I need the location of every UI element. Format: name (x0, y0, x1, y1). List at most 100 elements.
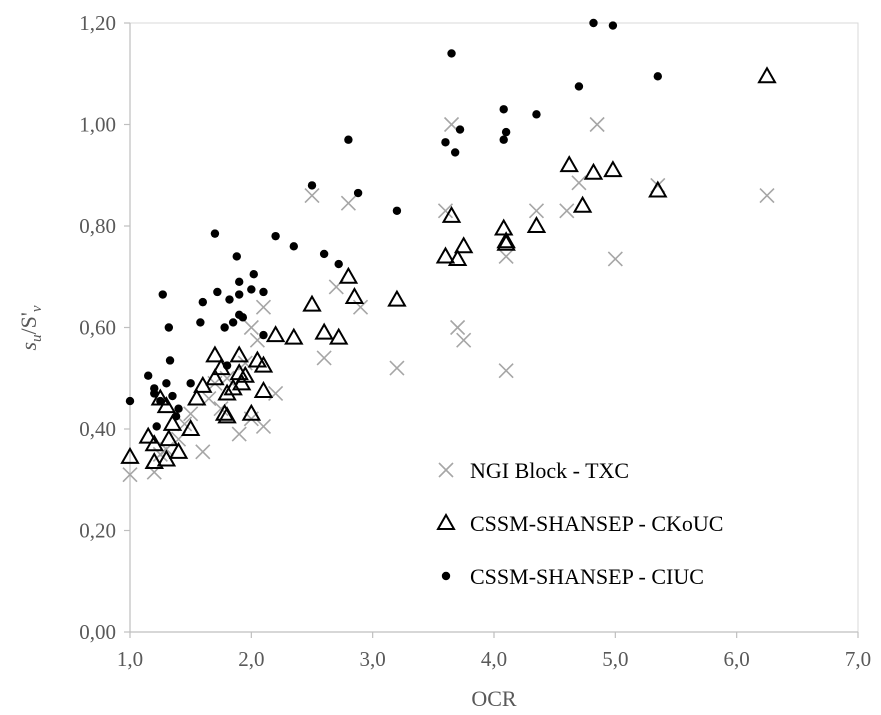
ckouc-point (572, 195, 593, 213)
ckouc-point (496, 233, 516, 251)
ngi-txc-point-stroke (183, 406, 199, 422)
ngi-txc-point (213, 401, 229, 417)
ngi-txc-point (759, 187, 775, 204)
ciuc-point (249, 270, 258, 279)
ckouc-point (559, 155, 579, 173)
ciuc-point (196, 318, 205, 327)
ngi-txc-point (231, 426, 247, 442)
data-points (120, 18, 777, 483)
ngi-txc-point-stroke (389, 360, 405, 376)
ngi-txc-point (243, 319, 259, 336)
ciuc-point (162, 379, 171, 388)
ckouc-point (144, 434, 164, 452)
ckouc-point (447, 248, 468, 266)
ngi-txc-point-stroke (352, 299, 369, 315)
ngi-txc-point (559, 203, 575, 219)
ckouc-point (493, 218, 514, 236)
ngi-txc-point (183, 406, 199, 422)
ngi-txc-point-stroke (255, 418, 272, 435)
y-axis-title-main: s (16, 342, 41, 351)
legend-marker-ciuc-point (441, 571, 451, 581)
ciuc-point (499, 105, 508, 114)
ckouc-point (583, 162, 604, 180)
ngi-txc-point-stroke (456, 332, 472, 348)
ckouc-point (648, 180, 668, 198)
ciuc-point (447, 49, 456, 58)
ciuc-point (220, 323, 229, 332)
y-tick-label: 1,20 (79, 11, 116, 35)
ciuc-point (152, 422, 161, 431)
ciuc-point (392, 206, 402, 215)
y-axis-title-mid: /S' (16, 312, 41, 334)
ngi-txc-point-stroke (571, 175, 587, 191)
ciuc-point (289, 242, 298, 251)
y-axis-title-sub2: v (29, 305, 45, 312)
ciuc-point (156, 396, 165, 406)
ciuc-point (210, 229, 220, 238)
ckouc-point (159, 429, 179, 447)
ciuc-point (174, 404, 183, 413)
ngi-txc-point-stroke (589, 116, 605, 133)
ckouc-point (344, 287, 365, 305)
ciuc-point (125, 396, 135, 406)
ngi-txc-point (255, 299, 272, 315)
ciuc-point (499, 135, 508, 144)
ciuc-point (574, 82, 584, 91)
ciuc-point (608, 21, 618, 30)
ngi-txc-point (316, 350, 332, 366)
x-tick-label: 6,0 (724, 647, 750, 671)
ciuc-point (238, 313, 248, 322)
ckouc-point (526, 215, 547, 233)
ciuc-point (186, 379, 195, 388)
ckouc-point (603, 160, 623, 178)
ckouc-point (235, 365, 255, 383)
x-tick-label: 7,0 (845, 647, 871, 671)
ngi-txc-point (304, 187, 320, 204)
x-tick-label: 4,0 (481, 647, 507, 671)
ckouc-point (338, 266, 359, 284)
ckouc-point (253, 355, 274, 373)
ckouc-point (302, 294, 322, 312)
ciuc-point (235, 277, 244, 287)
ckouc-point (265, 325, 286, 343)
ckouc-point (162, 413, 183, 431)
legend-marker-ngi-txc-point-stroke (438, 462, 454, 478)
ckouc-point (217, 406, 237, 424)
ngi-txc-point (528, 203, 545, 219)
ckouc-point (168, 441, 189, 459)
ciuc-point (171, 412, 181, 421)
ckouc-point (387, 289, 407, 307)
ckouc-point (120, 446, 140, 464)
ngi-txc-point-stroke (243, 319, 259, 336)
ckouc-point (229, 345, 249, 363)
ckouc-point (284, 327, 304, 345)
ckouc-point (441, 205, 462, 223)
ckouc-point (205, 368, 225, 386)
ckouc-point (328, 327, 349, 345)
ckouc-point (187, 388, 207, 406)
legend-label: CSSM-SHANSEP - CKoUC (470, 511, 723, 536)
ngi-txc-point (389, 360, 405, 376)
ngi-txc-point-stroke (340, 195, 356, 211)
legend: NGI Block - TXC CSSM-SHANSEP - CKoUC CSSM-… (436, 458, 723, 589)
ckouc-point (156, 396, 177, 414)
y-axis-title-sub1: u (29, 334, 45, 342)
ciuc-point (344, 135, 353, 144)
x-tick-label: 3,0 (360, 647, 386, 671)
y-axis-title: su/S'v (16, 305, 45, 350)
ngi-txc-point-stroke (122, 467, 138, 483)
ngi-txc-point-stroke (316, 350, 332, 366)
ciuc-point (235, 290, 244, 299)
ciuc-point (228, 318, 238, 327)
y-tick-label: 1,00 (79, 113, 116, 137)
ciuc-point (222, 361, 232, 370)
legend-marker-ngi-txc-point (438, 462, 454, 478)
ngi-txc-point (498, 363, 514, 379)
ckouc-point (205, 345, 225, 363)
y-axis-ticks: 0,00 0,20 0,40 0,60 0,80 1,00 1,20 (79, 11, 130, 644)
x-axis-ticks: 1,0 2,0 3,0 4,0 5,0 6,0 7,0 (117, 632, 871, 671)
ngi-txc-point-stroke (450, 319, 466, 336)
ciuc-point (259, 287, 268, 297)
ngi-txc-point-stroke (195, 444, 211, 460)
ngi-txc-point (498, 248, 514, 265)
